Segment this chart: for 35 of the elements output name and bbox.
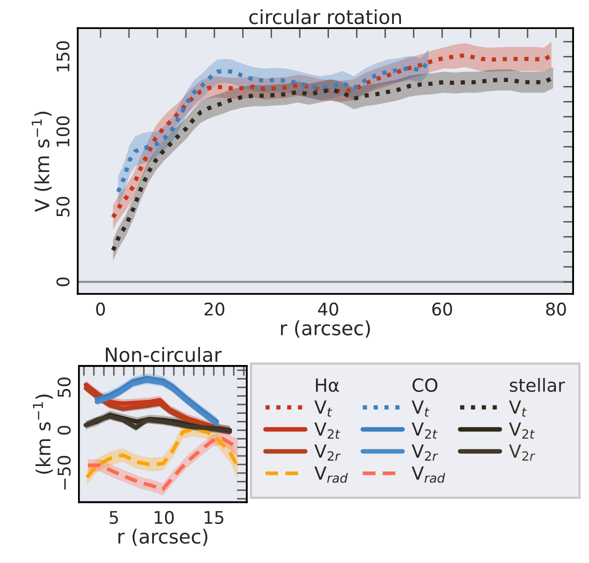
text: Hα (316, 378, 339, 392)
x-axis-title: r (arcsec) (118, 528, 208, 546)
text: stellar (510, 378, 565, 392)
x-tick-label: 60 (432, 302, 452, 316)
x-tick-label: 10 (154, 510, 174, 524)
legend-label: V$_{2t}$ (314, 422, 340, 439)
legend-label: V$_{rad}$ (412, 466, 446, 483)
legend-label: V$_{t}$ (314, 400, 332, 417)
x-tick-label: 80 (546, 302, 566, 316)
legend-label: V$_{2r}$ (314, 444, 341, 461)
y-tick-label: 50 (58, 377, 71, 398)
legend-label: V$_{rad}$ (314, 466, 348, 483)
text: V$_{2r}$ (509, 444, 536, 461)
y-axis-title: (km s$^{−1}$) (32, 394, 53, 474)
x-tick-label: 40 (318, 302, 338, 316)
text: CO (412, 378, 438, 392)
y-tick-label: 150 (56, 41, 70, 72)
legend-label: V$_{t}$ (509, 400, 527, 417)
x-axis-title: r (arcsec) (281, 320, 370, 338)
x-tick-label: 15 (204, 511, 224, 524)
y-tick-label: 0 (58, 426, 71, 435)
legend-label: V$_{2t}$ (412, 422, 438, 439)
legend-label: V$_{2r}$ (412, 444, 438, 461)
y-tick-label: −50 (58, 456, 71, 490)
y-tick-label: 50 (56, 196, 70, 217)
y-axis-title: V (km s$^{−1}$) (32, 112, 52, 212)
y-tick-label: 100 (56, 116, 70, 146)
chart-title: Non-circular (106, 347, 222, 362)
x-tick-label: 5 (110, 511, 118, 524)
text: V$_{2t}$ (509, 422, 535, 439)
x-tick-label: 20 (204, 302, 224, 316)
chart-title: circular rotation (249, 9, 401, 24)
legend-label: V$_{t}$ (412, 400, 430, 417)
y-tick-label: 0 (56, 278, 70, 286)
x-tick-label: 0 (96, 302, 105, 316)
